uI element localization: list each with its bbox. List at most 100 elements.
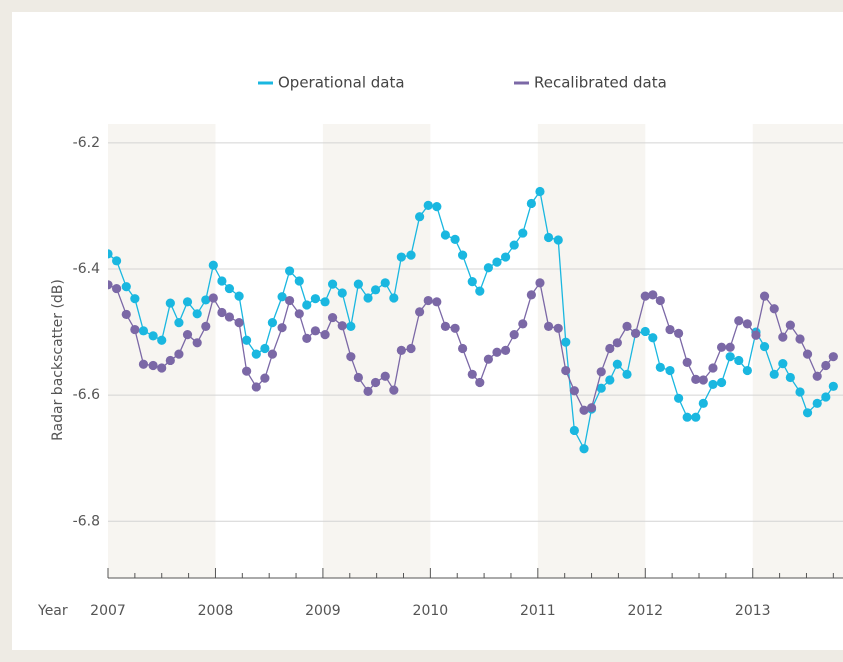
data-point bbox=[208, 293, 218, 303]
data-point bbox=[224, 283, 235, 294]
data-point bbox=[500, 252, 511, 262]
legend: Operational data Recalibrated data bbox=[258, 74, 667, 92]
data-point bbox=[509, 330, 519, 340]
data-point bbox=[389, 293, 399, 303]
data-point bbox=[622, 321, 632, 332]
data-point bbox=[277, 292, 287, 302]
data-point bbox=[828, 352, 838, 362]
data-point bbox=[370, 285, 381, 295]
data-point bbox=[217, 276, 227, 286]
data-point bbox=[440, 230, 451, 240]
data-point bbox=[795, 334, 805, 344]
data-point bbox=[148, 331, 158, 341]
data-point bbox=[500, 345, 511, 355]
data-point bbox=[327, 312, 338, 323]
data-point bbox=[327, 279, 338, 289]
data-point bbox=[234, 318, 244, 328]
y-tick-label: -6.2 bbox=[73, 135, 100, 151]
data-point bbox=[759, 291, 770, 301]
data-point bbox=[260, 373, 270, 383]
data-point bbox=[217, 307, 227, 318]
data-point bbox=[691, 412, 701, 422]
data-point bbox=[785, 320, 795, 330]
data-point bbox=[605, 343, 615, 354]
data-point bbox=[294, 309, 304, 319]
data-point bbox=[294, 276, 304, 286]
data-point bbox=[716, 342, 727, 352]
data-point bbox=[543, 321, 554, 332]
data-point bbox=[174, 349, 184, 359]
data-point bbox=[802, 408, 813, 418]
data-point bbox=[182, 330, 193, 340]
data-point bbox=[734, 316, 744, 326]
data-point bbox=[389, 385, 399, 395]
data-point bbox=[698, 398, 708, 408]
data-point bbox=[224, 312, 235, 322]
data-point bbox=[423, 200, 433, 210]
data-point bbox=[380, 371, 390, 381]
grid: -6.2 -6.4 -6.6 -6.8 2007 2008 2009 2010 2011 2012… bbox=[73, 135, 843, 619]
x-axis-label: Year bbox=[37, 603, 68, 619]
y-tick-label: -6.6 bbox=[73, 387, 100, 403]
x-tick-label: 2011 bbox=[520, 603, 556, 619]
data-point bbox=[821, 392, 831, 402]
data-point bbox=[802, 349, 813, 359]
data-point bbox=[778, 359, 788, 369]
data-point bbox=[440, 321, 451, 332]
data-point bbox=[458, 250, 468, 260]
data-point bbox=[467, 369, 477, 379]
data-point bbox=[138, 326, 149, 336]
data-point bbox=[778, 332, 788, 342]
data-point bbox=[182, 297, 193, 307]
data-point bbox=[526, 290, 536, 300]
data-point bbox=[396, 345, 406, 355]
bands bbox=[108, 124, 843, 578]
data-point bbox=[579, 444, 589, 454]
data-point bbox=[742, 319, 752, 329]
data-point bbox=[518, 228, 528, 238]
data-point bbox=[201, 295, 211, 305]
data-point bbox=[432, 202, 442, 212]
data-point bbox=[708, 379, 718, 390]
data-point bbox=[596, 383, 606, 393]
data-point bbox=[121, 309, 131, 320]
data-point bbox=[157, 335, 167, 345]
data-point bbox=[691, 374, 701, 384]
data-point bbox=[111, 256, 122, 266]
data-point bbox=[201, 321, 211, 332]
data-point bbox=[337, 288, 347, 298]
data-point bbox=[640, 326, 650, 337]
data-point bbox=[655, 295, 665, 306]
data-point bbox=[561, 337, 571, 347]
data-point bbox=[682, 412, 692, 422]
data-point bbox=[458, 343, 468, 354]
data-point bbox=[828, 381, 838, 391]
data-point bbox=[526, 198, 536, 209]
data-point bbox=[406, 250, 416, 260]
data-point bbox=[157, 363, 167, 373]
data-point bbox=[475, 286, 485, 296]
y-tick-label: -6.4 bbox=[73, 261, 100, 277]
data-point bbox=[535, 186, 545, 197]
data-point bbox=[234, 291, 244, 301]
data-point bbox=[277, 323, 287, 333]
data-point bbox=[415, 212, 425, 222]
data-point bbox=[605, 375, 615, 385]
data-point bbox=[640, 291, 650, 301]
data-point bbox=[518, 319, 528, 329]
data-point bbox=[108, 249, 113, 259]
data-point bbox=[130, 294, 140, 304]
data-point bbox=[423, 295, 433, 306]
data-point bbox=[795, 387, 805, 397]
data-point bbox=[812, 371, 822, 381]
data-point bbox=[380, 278, 390, 288]
data-point bbox=[192, 309, 202, 319]
data-point bbox=[698, 375, 708, 385]
data-point bbox=[665, 365, 675, 376]
data-point bbox=[251, 349, 261, 359]
x-tick-label: 2010 bbox=[413, 603, 449, 619]
data-point bbox=[108, 280, 113, 290]
data-point bbox=[648, 333, 658, 343]
y-axis-label: Radar backscatter (dB) bbox=[50, 279, 66, 441]
data-point bbox=[267, 349, 278, 359]
